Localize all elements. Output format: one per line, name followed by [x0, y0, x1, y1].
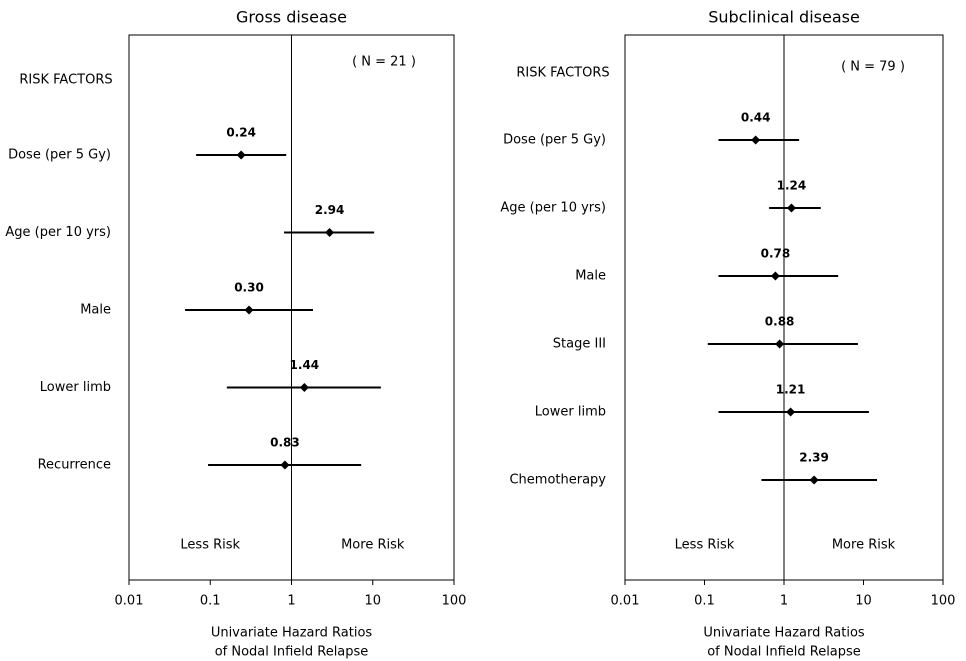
- x-tick-label: 1: [780, 594, 788, 609]
- value-label: 0.24: [226, 126, 256, 140]
- point-estimate: [325, 228, 335, 237]
- point-estimate: [244, 305, 254, 315]
- value-label: 2.39: [799, 451, 829, 465]
- point-estimate: [299, 383, 309, 392]
- value-label: 0.78: [761, 247, 791, 261]
- category-label: Male: [80, 303, 111, 318]
- more-label: More Risk: [341, 538, 405, 553]
- annotation: ( N = 21 ): [352, 55, 416, 70]
- x-axis-label: of Nodal Infield Relapse: [215, 645, 369, 660]
- x-tick-label: 0.01: [115, 594, 144, 609]
- more-label: More Risk: [832, 538, 896, 553]
- value-label: 0.83: [270, 436, 300, 450]
- x-tick-label: 100: [442, 594, 467, 609]
- x-tick-label: 10: [855, 594, 872, 609]
- x-tick-label: 100: [931, 594, 956, 609]
- point-estimate: [809, 475, 819, 485]
- category-label: Dose (per 5 Gy): [8, 148, 111, 163]
- value-label: 2.94: [315, 203, 345, 217]
- header: RISK FACTORS: [19, 73, 112, 88]
- point-estimate: [751, 135, 761, 145]
- category-label: Age (per 10 yrs): [500, 201, 606, 216]
- x-axis-label: Univariate Hazard Ratios: [703, 626, 865, 641]
- header: RISK FACTORS: [516, 66, 609, 81]
- category-label: Stage III: [553, 337, 606, 352]
- value-label: 0.44: [741, 111, 771, 125]
- annotation: ( N = 79 ): [841, 60, 905, 75]
- category-label: Dose (per 5 Gy): [503, 133, 606, 148]
- point-estimate: [236, 150, 246, 160]
- point-estimate: [786, 203, 796, 213]
- panel-title: Gross disease: [236, 8, 347, 27]
- point-estimate: [280, 460, 290, 470]
- value-label: 1.44: [290, 358, 320, 372]
- value-label: 1.21: [776, 383, 806, 397]
- category-label: Lower limb: [535, 405, 606, 420]
- value-label: 0.88: [765, 315, 795, 329]
- x-axis-label: Univariate Hazard Ratios: [211, 626, 373, 641]
- category-label: Recurrence: [38, 458, 111, 473]
- category-label: Lower limb: [40, 380, 111, 395]
- point-estimate: [770, 271, 780, 281]
- x-tick-label: 1: [287, 594, 295, 609]
- less-label: Less Risk: [675, 538, 735, 553]
- value-label: 1.24: [777, 179, 807, 193]
- point-estimate: [786, 407, 796, 417]
- less-label: Less Risk: [180, 538, 240, 553]
- category-label: Chemotherapy: [509, 473, 606, 488]
- panel-title: Subclinical disease: [708, 8, 860, 27]
- x-tick-label: 10: [364, 594, 381, 609]
- x-axis-label: of Nodal Infield Relapse: [707, 645, 861, 660]
- x-tick-label: 0.1: [694, 594, 715, 609]
- category-label: Age (per 10 yrs): [5, 225, 111, 240]
- x-tick-label: 0.01: [611, 594, 640, 609]
- point-estimate: [775, 339, 785, 349]
- category-label: Male: [575, 269, 606, 284]
- x-tick-label: 0.1: [200, 594, 221, 609]
- value-label: 0.30: [234, 281, 264, 295]
